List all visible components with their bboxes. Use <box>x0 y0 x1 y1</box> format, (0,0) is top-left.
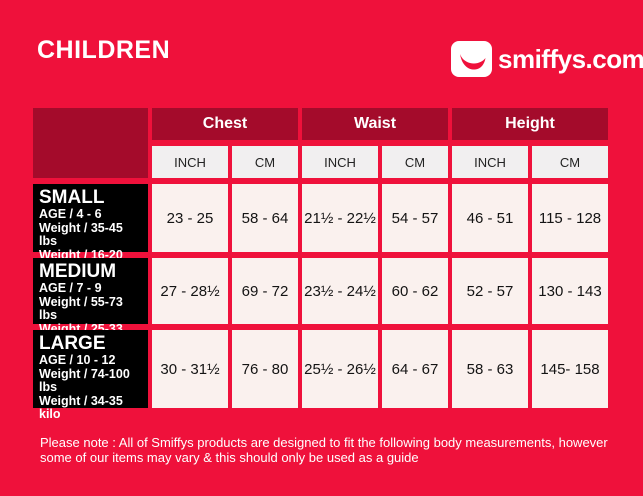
size-name: SMALL <box>39 187 105 208</box>
measurement-cell-small-waist-cm: 54 - 57 <box>382 184 448 252</box>
footer-note: Please note : All of Smiffys products ar… <box>40 435 608 465</box>
size-detail: Weight / 55-73 lbs <box>39 294 123 322</box>
measurement-cell-large-chest-inch: 30 - 31½ <box>152 330 228 408</box>
measurement-cell-large-chest-cm: 76 - 80 <box>232 330 298 408</box>
measurement-cell-large-waist-inch: 25½ - 26½ <box>302 330 378 408</box>
logo-text: smiffys.com <box>498 43 643 74</box>
measurement-cell-medium-waist-cm: 60 - 62 <box>382 258 448 324</box>
size-row-label-large: LARGE AGE / 10 - 12 Weight / 74-100 lbs … <box>33 330 148 421</box>
unit-header-waist-inch: INCH <box>302 146 378 178</box>
measurement-cell-medium-waist-inch: 23½ - 24½ <box>302 258 378 324</box>
measurement-cell-medium-chest-cm: 69 - 72 <box>232 258 298 324</box>
unit-header-waist-cm: CM <box>382 146 448 178</box>
size-detail: Weight / 35-45 lbs <box>39 220 123 248</box>
size-row-label-medium: MEDIUM AGE / 7 - 9 Weight / 55-73 lbs We… <box>33 258 148 349</box>
column-group-waist: Waist <box>302 108 448 140</box>
unit-header-chest-cm: CM <box>232 146 298 178</box>
size-table: Chest Waist Height INCH CM INCH CM INCH … <box>33 108 608 421</box>
measurement-cell-small-height-inch: 46 - 51 <box>452 184 528 252</box>
size-name: LARGE <box>39 333 106 354</box>
size-row-label-small: SMALL AGE / 4 - 6 Weight / 35-45 lbs Wei… <box>33 184 148 275</box>
size-name: MEDIUM <box>39 261 117 282</box>
size-detail: Weight / 34-35 kilo <box>39 393 123 421</box>
table-corner-cell <box>33 108 148 178</box>
measurement-cell-medium-chest-inch: 27 - 28½ <box>152 258 228 324</box>
column-group-chest: Chest <box>152 108 298 140</box>
smiffys-logo: smiffys.com <box>451 41 643 77</box>
measurement-cell-small-chest-inch: 23 - 25 <box>152 184 228 252</box>
size-detail: AGE / 4 - 6 <box>39 207 102 221</box>
unit-header-height-inch: INCH <box>452 146 528 178</box>
measurement-cell-large-waist-cm: 64 - 67 <box>382 330 448 408</box>
measurement-cell-medium-height-cm: 130 - 143 <box>532 258 608 324</box>
measurement-cell-small-waist-inch: 21½ - 22½ <box>302 184 378 252</box>
column-group-height: Height <box>452 108 608 140</box>
unit-header-chest-inch: INCH <box>152 146 228 178</box>
size-detail: Weight / 74-100 lbs <box>39 366 130 394</box>
measurement-cell-large-height-cm: 145- 158 <box>532 330 608 408</box>
size-detail: AGE / 7 - 9 <box>39 281 102 295</box>
measurement-cell-medium-height-inch: 52 - 57 <box>452 258 528 324</box>
unit-header-height-cm: CM <box>532 146 608 178</box>
measurement-cell-small-height-cm: 115 - 128 <box>532 184 608 252</box>
measurement-cell-small-chest-cm: 58 - 64 <box>232 184 298 252</box>
size-detail: AGE / 10 - 12 <box>39 353 116 367</box>
measurement-cell-large-height-inch: 58 - 63 <box>452 330 528 408</box>
smile-icon <box>451 41 492 77</box>
page-title: CHILDREN <box>37 36 171 64</box>
